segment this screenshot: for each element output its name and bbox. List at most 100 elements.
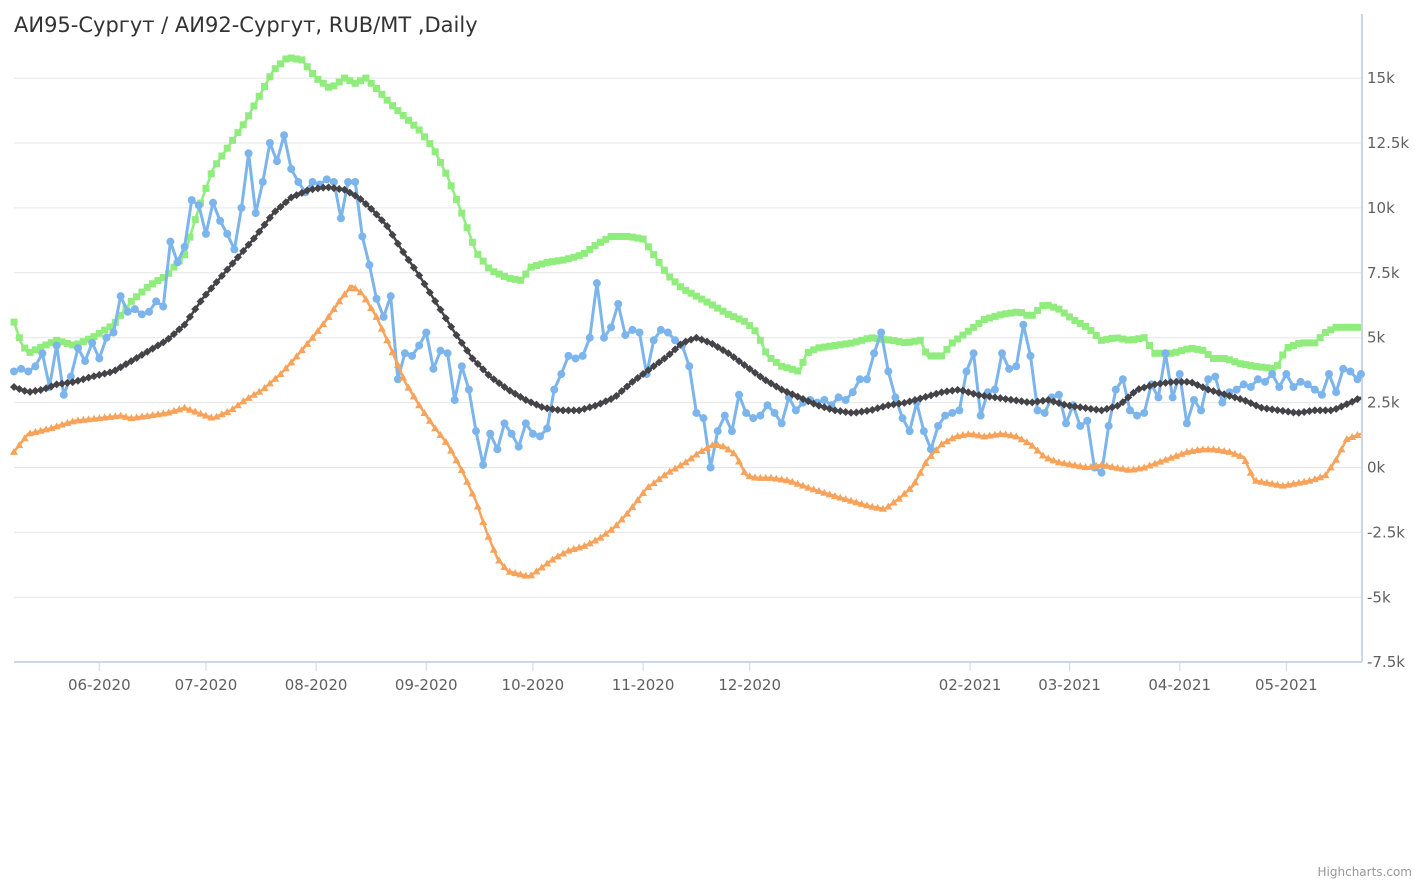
data-point[interactable]: [244, 393, 253, 401]
data-point[interactable]: [1019, 320, 1028, 329]
data-point[interactable]: [724, 310, 732, 318]
data-point[interactable]: [612, 521, 621, 529]
data-point[interactable]: [825, 490, 834, 498]
data-point[interactable]: [1028, 311, 1036, 319]
data-point[interactable]: [1210, 354, 1218, 362]
data-point[interactable]: [681, 458, 690, 466]
data-point[interactable]: [132, 353, 141, 362]
data-point[interactable]: [207, 284, 216, 293]
data-point[interactable]: [367, 304, 376, 312]
data-point[interactable]: [185, 405, 194, 413]
data-point[interactable]: [340, 185, 349, 194]
data-point[interactable]: [1129, 388, 1138, 397]
data-point[interactable]: [409, 392, 418, 400]
data-point[interactable]: [393, 239, 402, 248]
data-point[interactable]: [777, 419, 786, 428]
data-point[interactable]: [1279, 351, 1287, 359]
data-point[interactable]: [373, 84, 381, 92]
data-point[interactable]: [223, 229, 232, 238]
data-point[interactable]: [95, 354, 104, 363]
data-point[interactable]: [777, 475, 786, 483]
data-point[interactable]: [1284, 407, 1293, 416]
data-point[interactable]: [1211, 372, 1220, 381]
data-point[interactable]: [788, 365, 796, 373]
data-point[interactable]: [154, 277, 162, 285]
data-point[interactable]: [191, 305, 200, 314]
data-point[interactable]: [905, 484, 914, 492]
data-point[interactable]: [1039, 302, 1047, 310]
data-point[interactable]: [1002, 310, 1010, 318]
data-point[interactable]: [772, 358, 780, 366]
data-point[interactable]: [457, 466, 466, 474]
data-point[interactable]: [554, 257, 562, 265]
data-point[interactable]: [10, 447, 18, 455]
data-point[interactable]: [676, 283, 684, 291]
data-point[interactable]: [585, 539, 594, 547]
data-point[interactable]: [319, 183, 328, 192]
data-point[interactable]: [1172, 377, 1181, 386]
data-point[interactable]: [527, 263, 535, 271]
data-point[interactable]: [570, 253, 578, 261]
data-point[interactable]: [727, 427, 736, 436]
data-point[interactable]: [719, 307, 727, 315]
data-point[interactable]: [873, 503, 882, 511]
data-point[interactable]: [276, 370, 285, 378]
data-point[interactable]: [836, 493, 845, 501]
data-point[interactable]: [1118, 375, 1127, 384]
data-point[interactable]: [1295, 340, 1303, 348]
data-point[interactable]: [181, 251, 189, 259]
data-point[interactable]: [751, 327, 759, 335]
data-point[interactable]: [106, 323, 114, 331]
data-point[interactable]: [895, 338, 903, 346]
data-point[interactable]: [420, 133, 428, 141]
data-point[interactable]: [340, 290, 349, 298]
data-point[interactable]: [1316, 334, 1324, 342]
data-point[interactable]: [153, 341, 162, 350]
data-point[interactable]: [473, 359, 482, 368]
data-point[interactable]: [569, 406, 578, 415]
data-point[interactable]: [692, 450, 701, 458]
data-point[interactable]: [974, 391, 983, 400]
data-point[interactable]: [53, 336, 61, 344]
data-point[interactable]: [1268, 364, 1276, 372]
data-point[interactable]: [1097, 468, 1106, 477]
data-point[interactable]: [1284, 343, 1292, 351]
data-point[interactable]: [1081, 463, 1090, 471]
data-point[interactable]: [431, 297, 440, 306]
data-point[interactable]: [564, 406, 573, 415]
data-point[interactable]: [436, 431, 445, 439]
data-point[interactable]: [1012, 396, 1021, 405]
data-point[interactable]: [857, 407, 866, 416]
data-point[interactable]: [10, 318, 18, 326]
data-point[interactable]: [623, 232, 631, 240]
data-point[interactable]: [244, 240, 253, 249]
data-point[interactable]: [1023, 311, 1031, 319]
data-point[interactable]: [58, 338, 66, 346]
data-point[interactable]: [1038, 396, 1047, 405]
data-point[interactable]: [298, 56, 306, 64]
data-point[interactable]: [955, 406, 964, 415]
data-point[interactable]: [772, 382, 781, 391]
data-point[interactable]: [121, 412, 130, 420]
data-point[interactable]: [1161, 378, 1170, 387]
data-point[interactable]: [1060, 400, 1069, 409]
data-point[interactable]: [17, 364, 26, 373]
data-point[interactable]: [169, 330, 178, 339]
data-point[interactable]: [1220, 446, 1229, 454]
data-point[interactable]: [1018, 309, 1026, 317]
data-point[interactable]: [37, 343, 45, 351]
data-point[interactable]: [223, 407, 232, 415]
data-point[interactable]: [441, 437, 450, 445]
data-point[interactable]: [309, 70, 317, 78]
data-point[interactable]: [1111, 385, 1120, 394]
data-point[interactable]: [889, 400, 898, 409]
data-point[interactable]: [948, 339, 956, 347]
data-point[interactable]: [532, 567, 541, 575]
data-point[interactable]: [463, 477, 472, 485]
data-point[interactable]: [1146, 341, 1154, 349]
data-point[interactable]: [585, 333, 594, 342]
data-point[interactable]: [15, 441, 24, 449]
data-point[interactable]: [202, 184, 210, 192]
data-point[interactable]: [1241, 457, 1250, 465]
data-point[interactable]: [649, 336, 658, 345]
